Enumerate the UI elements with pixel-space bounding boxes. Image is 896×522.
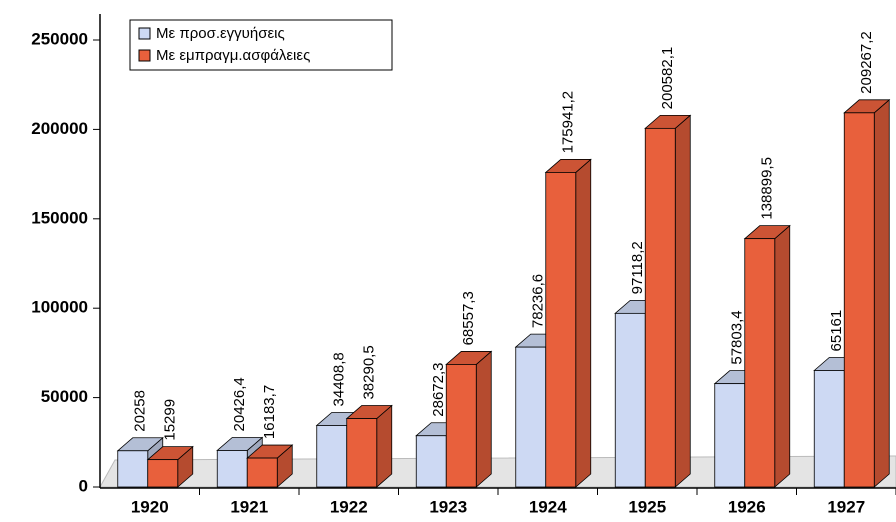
x-tick-label: 1922 bbox=[330, 497, 368, 516]
bar bbox=[246, 457, 278, 488]
bar-side bbox=[873, 98, 890, 488]
data-label: 28672,3 bbox=[430, 362, 447, 416]
bar-side bbox=[674, 114, 691, 488]
legend-label: Με εμπραγμ.ασφάλειες bbox=[156, 47, 310, 64]
x-tick-label: 1920 bbox=[131, 497, 169, 516]
bar-side bbox=[575, 158, 592, 488]
bar bbox=[744, 238, 776, 488]
data-label: 138899,5 bbox=[759, 157, 776, 220]
x-tick-label: 1923 bbox=[429, 497, 467, 516]
bar bbox=[843, 112, 875, 488]
data-label: 15299 bbox=[162, 399, 179, 441]
bar bbox=[415, 435, 447, 488]
data-label: 175941,2 bbox=[560, 91, 577, 154]
data-label: 209267,2 bbox=[858, 31, 875, 94]
data-label: 20426,4 bbox=[231, 377, 248, 431]
data-label: 57803,4 bbox=[729, 310, 746, 364]
y-tick-label: 150000 bbox=[31, 208, 88, 227]
bar-side bbox=[475, 350, 492, 488]
bar-side bbox=[376, 404, 393, 488]
y-tick-label: 250000 bbox=[31, 29, 88, 48]
x-tick-label: 1921 bbox=[230, 497, 268, 516]
y-tick-label: 50000 bbox=[41, 387, 88, 406]
y-tick-label: 0 bbox=[79, 476, 88, 495]
bar bbox=[545, 172, 577, 488]
x-tick-label: 1925 bbox=[628, 497, 666, 516]
legend bbox=[129, 19, 393, 71]
data-label: 68557,3 bbox=[460, 291, 477, 345]
bar-side bbox=[774, 224, 791, 488]
data-label: 200582,1 bbox=[659, 47, 676, 110]
data-label: 78236,6 bbox=[530, 274, 547, 328]
data-label: 97118,2 bbox=[629, 241, 646, 294]
x-tick-label: 1924 bbox=[529, 497, 567, 516]
data-label: 65161 bbox=[828, 310, 845, 352]
bar bbox=[445, 364, 477, 488]
bar bbox=[147, 459, 179, 488]
legend-label: Με προσ.εγγυήσεις bbox=[156, 25, 285, 42]
bar bbox=[316, 425, 348, 488]
x-tick-label: 1927 bbox=[827, 497, 865, 516]
bar bbox=[614, 312, 646, 488]
data-label: 38290,5 bbox=[361, 345, 378, 399]
bar bbox=[644, 127, 676, 488]
bar bbox=[216, 450, 248, 488]
bar bbox=[515, 346, 547, 488]
legend-swatch bbox=[138, 27, 151, 40]
bar bbox=[813, 370, 845, 488]
data-label: 34408,8 bbox=[331, 352, 348, 406]
y-tick-label: 200000 bbox=[31, 119, 88, 138]
data-label: 16183,7 bbox=[261, 385, 278, 439]
x-tick-label: 1926 bbox=[728, 497, 766, 516]
legend-swatch bbox=[138, 49, 151, 62]
bar bbox=[346, 418, 378, 488]
bar bbox=[714, 383, 746, 488]
y-tick-label: 100000 bbox=[31, 298, 88, 317]
bar bbox=[117, 450, 149, 488]
data-label: 20258 bbox=[132, 390, 149, 432]
